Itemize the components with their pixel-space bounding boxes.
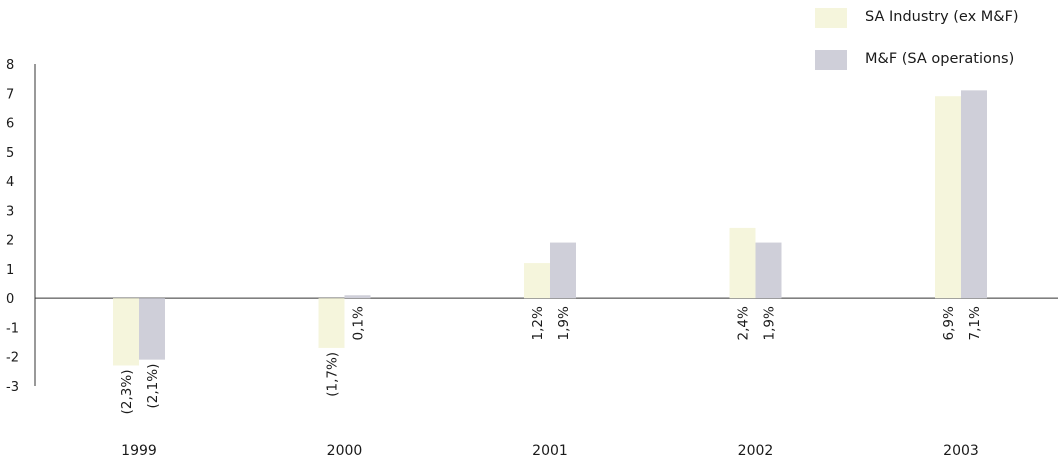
y-tick-label: 8: [6, 58, 14, 73]
x-category-label: 1999: [121, 443, 157, 459]
bar-sa-industry: [729, 227, 756, 299]
chart-labels: (2,3%) (1,7%) 1,2% 2,4% 6,9% (2,1%) 0,1% 1,9% 1,…: [119, 306, 983, 414]
data-label-mf-sa-operations: 7,1%: [967, 306, 983, 340]
bar-sa-industry: [935, 96, 961, 299]
bar-mf-sa-operations: [961, 90, 987, 299]
y-tick-label: 1: [6, 263, 14, 278]
data-label-mf-sa-operations: 0,1%: [351, 306, 367, 340]
y-tick-label: 3: [6, 204, 14, 219]
bar-mf-sa-operations: [550, 242, 576, 299]
y-tick-label: -3: [6, 380, 19, 395]
bar-mf-sa-operations: [344, 295, 371, 299]
data-label-sa-industry: 2,4%: [736, 306, 752, 340]
legend-label-mf-sa-operations: M&F (SA operations): [865, 51, 1015, 67]
chart-bars: [113, 90, 987, 366]
chart-axes: 8 7 6 5 4 3 2 1 0 -1 -2 -3 1999 2000 2001 2002 2003: [6, 58, 1058, 459]
legend-swatch-sa-industry: [815, 8, 847, 28]
bar-mf-sa-operations: [139, 298, 165, 360]
bar-sa-industry: [113, 298, 139, 366]
x-category-label: 2001: [532, 443, 568, 459]
data-label-mf-sa-operations: 1,9%: [556, 306, 572, 340]
data-label-mf-sa-operations: (2,1%): [145, 364, 161, 409]
y-tick-label: 5: [6, 146, 14, 161]
legend-label-sa-industry: SA Industry (ex M&F): [865, 9, 1019, 25]
bar-sa-industry: [524, 263, 550, 299]
bar-sa-industry: [318, 298, 345, 348]
y-tick-label: 2: [6, 234, 14, 249]
y-tick-label: 7: [6, 87, 14, 102]
y-tick-label: 4: [6, 175, 14, 190]
y-tick-label: -2: [6, 351, 19, 366]
bar-mf-sa-operations: [755, 242, 782, 299]
legend-swatch-mf-sa-operations: [815, 50, 847, 70]
data-label-sa-industry: 6,9%: [941, 306, 957, 340]
y-tick-label: 6: [6, 117, 14, 132]
data-label-mf-sa-operations: 1,9%: [762, 306, 778, 340]
data-label-sa-industry: (2,3%): [119, 370, 135, 415]
x-category-label: 2003: [943, 443, 979, 459]
x-category-label: 2000: [327, 443, 363, 459]
data-label-sa-industry: (1,7%): [325, 352, 341, 397]
data-label-sa-industry: 1,2%: [530, 306, 546, 340]
y-tick-label: -1: [6, 321, 19, 336]
y-tick-label: 0: [6, 292, 14, 307]
x-category-label: 2002: [738, 443, 774, 459]
